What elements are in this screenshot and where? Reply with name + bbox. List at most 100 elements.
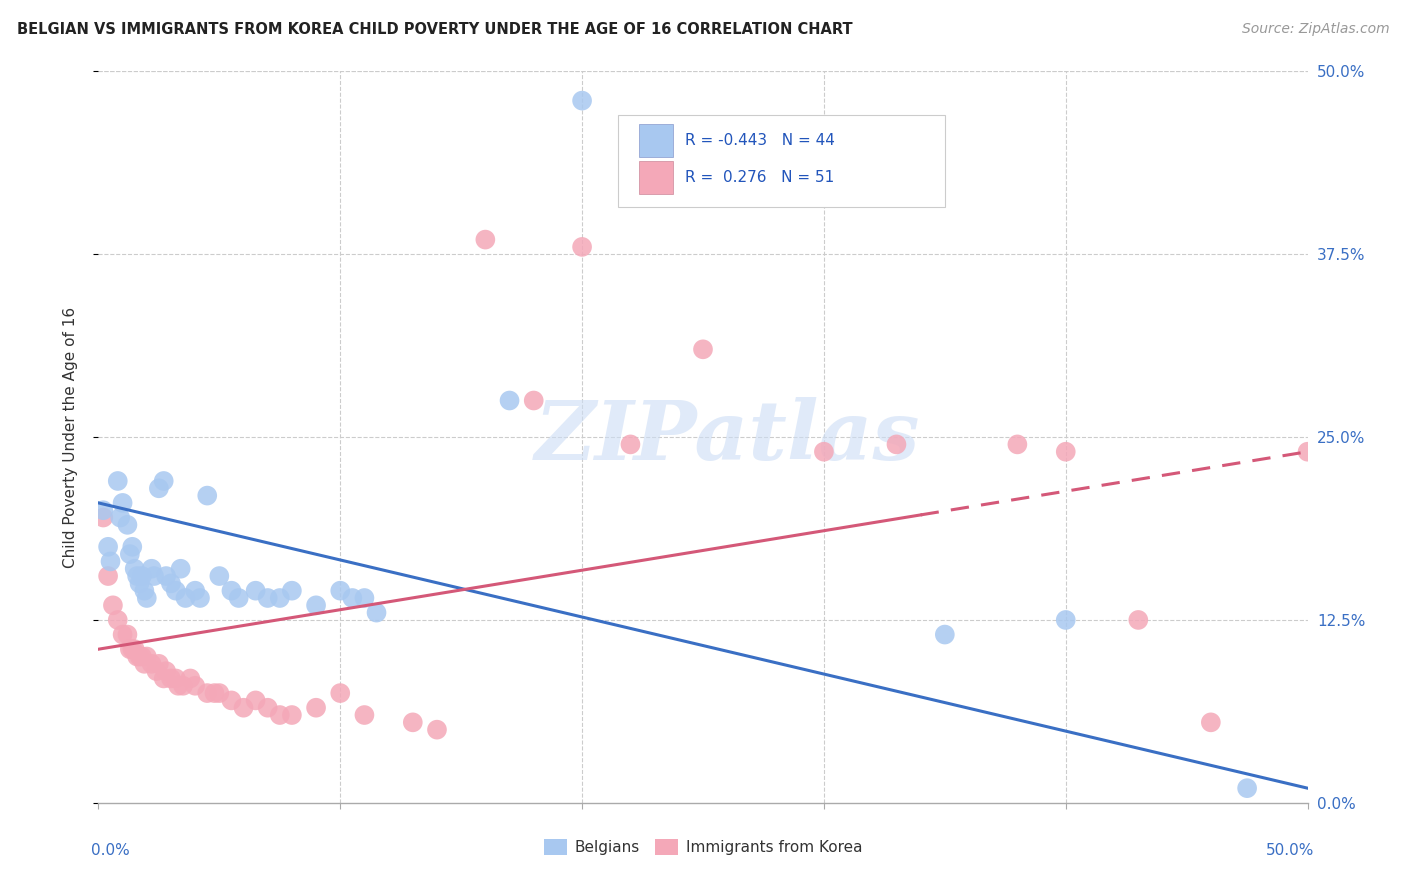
Point [402,715,425,730]
Point [426,723,449,737]
Point [245,583,267,598]
Point [165,583,187,598]
Point [204,686,226,700]
Point [232,700,254,714]
Point [128,576,150,591]
Point [195,489,218,503]
Text: R = -0.443   N = 44: R = -0.443 N = 44 [685,133,835,148]
Point [107,474,129,488]
Text: 50.0%: 50.0% [1267,843,1315,858]
Point [111,496,134,510]
Point [571,240,593,254]
Point [208,569,231,583]
Point [155,569,177,583]
Point [269,591,291,605]
Point [1128,613,1150,627]
Point [188,591,211,605]
Point [97,540,120,554]
Point [353,591,375,605]
Point [1296,444,1319,458]
Point [179,672,201,686]
Point [1054,444,1077,458]
FancyBboxPatch shape [638,124,673,157]
Legend: Belgians, Immigrants from Korea: Belgians, Immigrants from Korea [538,833,868,861]
Point [160,576,183,591]
Point [91,510,114,524]
Point [245,693,267,707]
Point [143,569,166,583]
Point [256,700,278,714]
Point [124,562,146,576]
Point [208,686,231,700]
Point [329,583,352,598]
Point [269,708,291,723]
Point [121,642,143,657]
Point [1199,715,1222,730]
Point [221,583,243,598]
Point [184,583,207,598]
Point [184,679,207,693]
Point [165,672,187,686]
Point [172,679,194,693]
Point [152,672,174,686]
Point [886,437,908,451]
Point [167,679,190,693]
Point [124,642,146,657]
FancyBboxPatch shape [638,161,673,194]
Point [127,569,149,583]
Point [305,700,328,714]
Point [145,664,167,678]
Point [174,591,197,605]
Point [813,444,835,458]
Point [523,393,546,408]
Point [135,649,157,664]
Point [281,583,304,598]
Point [141,562,163,576]
Point [571,94,593,108]
Point [152,474,174,488]
Point [305,599,328,613]
Point [160,672,183,686]
Point [118,642,141,657]
Point [221,693,243,707]
Point [131,569,153,583]
Point [127,649,149,664]
Point [195,686,218,700]
Point [366,606,388,620]
Point [141,657,163,671]
Point [169,562,191,576]
Point [97,569,120,583]
Point [111,627,134,641]
Point [101,599,124,613]
Point [135,591,157,605]
Point [281,708,304,723]
Point [1054,613,1077,627]
Point [91,503,114,517]
Text: R =  0.276   N = 51: R = 0.276 N = 51 [685,169,834,185]
Point [134,657,156,671]
Point [256,591,278,605]
Point [131,649,153,664]
Point [155,664,177,678]
FancyBboxPatch shape [619,115,945,207]
Point [498,393,520,408]
Point [128,649,150,664]
Point [121,540,143,554]
Point [118,547,141,561]
Point [117,517,139,532]
Point [108,510,131,524]
Point [100,554,122,568]
Point [107,613,129,627]
Text: Source: ZipAtlas.com: Source: ZipAtlas.com [1241,22,1389,37]
Point [1236,781,1258,796]
Text: ZIPatlas: ZIPatlas [534,397,920,477]
Point [148,481,170,495]
Point [619,437,641,451]
Point [134,583,156,598]
Point [342,591,364,605]
Point [1007,437,1029,451]
Point [692,343,714,357]
Point [474,233,496,247]
Point [117,627,139,641]
Y-axis label: Child Poverty Under the Age of 16: Child Poverty Under the Age of 16 [63,307,77,567]
